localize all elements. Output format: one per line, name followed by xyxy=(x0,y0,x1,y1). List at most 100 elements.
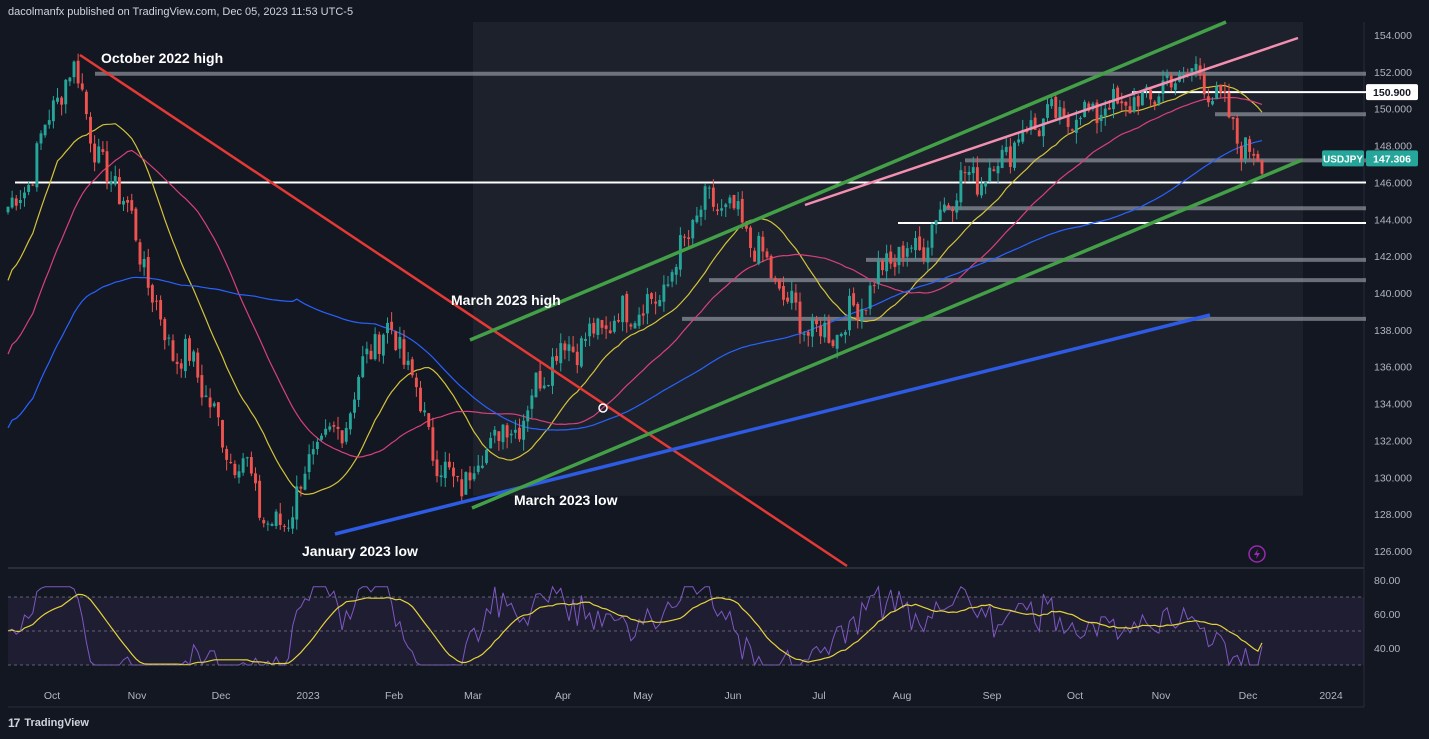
candle[interactable] xyxy=(105,151,109,183)
candle[interactable] xyxy=(1074,119,1078,133)
candle[interactable] xyxy=(237,471,241,478)
candle[interactable] xyxy=(192,351,196,362)
candle[interactable] xyxy=(1050,99,1054,107)
candle[interactable] xyxy=(229,461,233,463)
candle[interactable] xyxy=(291,517,295,529)
candle[interactable] xyxy=(1182,74,1186,76)
candle[interactable] xyxy=(1033,117,1037,130)
candle[interactable] xyxy=(1041,118,1045,137)
candle[interactable] xyxy=(732,194,736,209)
candle[interactable] xyxy=(860,308,864,322)
candle[interactable] xyxy=(1219,84,1223,93)
candle[interactable] xyxy=(612,320,616,332)
candle[interactable] xyxy=(1206,96,1210,103)
candle[interactable] xyxy=(208,397,212,408)
candle[interactable] xyxy=(1145,86,1148,88)
candle[interactable] xyxy=(1157,96,1161,104)
candle[interactable] xyxy=(905,248,909,257)
candle[interactable] xyxy=(460,479,464,497)
candle[interactable] xyxy=(934,220,938,225)
candle[interactable] xyxy=(315,441,319,450)
candle[interactable] xyxy=(390,321,394,330)
candle[interactable] xyxy=(340,430,344,444)
candle[interactable] xyxy=(897,246,901,266)
candle[interactable] xyxy=(988,167,992,182)
channel-lower-line[interactable] xyxy=(471,158,1303,510)
candle[interactable] xyxy=(216,402,220,418)
candle[interactable] xyxy=(447,461,451,468)
candle[interactable] xyxy=(802,333,806,335)
candle[interactable] xyxy=(262,520,266,524)
candle[interactable] xyxy=(39,133,43,144)
candle[interactable] xyxy=(901,245,905,258)
candle[interactable] xyxy=(427,413,431,427)
candle[interactable] xyxy=(893,262,897,267)
candle[interactable] xyxy=(930,224,934,248)
candle[interactable] xyxy=(695,215,699,223)
candle[interactable] xyxy=(1231,117,1235,120)
candle[interactable] xyxy=(922,247,926,261)
candle[interactable] xyxy=(501,424,505,443)
candle[interactable] xyxy=(138,242,142,265)
candle[interactable] xyxy=(1004,146,1008,153)
candle[interactable] xyxy=(332,425,336,427)
candle[interactable] xyxy=(518,427,521,440)
candle[interactable] xyxy=(134,208,138,241)
candle[interactable] xyxy=(596,318,600,335)
candle[interactable] xyxy=(1165,74,1169,78)
candle[interactable] xyxy=(394,331,398,351)
candle[interactable] xyxy=(311,449,315,455)
candle[interactable] xyxy=(691,220,695,239)
candle[interactable] xyxy=(683,236,686,238)
candle[interactable] xyxy=(984,182,988,187)
candle[interactable] xyxy=(674,267,678,275)
candle[interactable] xyxy=(179,363,183,369)
candle[interactable] xyxy=(720,208,724,211)
candle[interactable] xyxy=(225,448,229,460)
candle[interactable] xyxy=(476,465,480,472)
candle[interactable] xyxy=(909,247,913,249)
candle[interactable] xyxy=(1132,97,1136,112)
candle[interactable] xyxy=(175,361,179,364)
candle[interactable] xyxy=(212,403,216,407)
candle[interactable] xyxy=(1202,74,1206,95)
candle[interactable] xyxy=(6,206,10,213)
candle[interactable] xyxy=(361,356,365,378)
candle[interactable] xyxy=(1087,103,1091,111)
candle[interactable] xyxy=(604,325,608,329)
candle[interactable] xyxy=(592,322,596,334)
candle[interactable] xyxy=(1161,80,1165,94)
candle[interactable] xyxy=(171,340,175,361)
candle[interactable] xyxy=(843,332,847,335)
candle[interactable] xyxy=(1107,107,1111,110)
candle[interactable] xyxy=(534,372,538,398)
candle[interactable] xyxy=(1128,106,1132,114)
candle[interactable] xyxy=(806,332,810,336)
candle[interactable] xyxy=(419,387,422,412)
candle[interactable] xyxy=(80,83,84,90)
candle[interactable] xyxy=(1046,104,1049,118)
candle[interactable] xyxy=(716,209,719,212)
downtrend-line[interactable] xyxy=(79,53,848,568)
candle[interactable] xyxy=(1029,120,1033,131)
candle[interactable] xyxy=(369,350,373,360)
candle[interactable] xyxy=(27,184,31,192)
candle[interactable] xyxy=(526,410,530,422)
candle[interactable] xyxy=(666,284,670,286)
candle[interactable] xyxy=(76,60,80,84)
candle[interactable] xyxy=(254,473,257,484)
candle[interactable] xyxy=(579,338,583,367)
candle[interactable] xyxy=(68,77,72,82)
candle[interactable] xyxy=(831,340,835,346)
candle[interactable] xyxy=(617,320,620,322)
candle[interactable] xyxy=(10,197,14,208)
candle[interactable] xyxy=(1099,114,1103,122)
candle[interactable] xyxy=(1000,149,1004,168)
candle[interactable] xyxy=(773,277,777,281)
candle[interactable] xyxy=(687,237,691,239)
candle[interactable] xyxy=(600,320,604,328)
candle[interactable] xyxy=(951,209,955,212)
channel-upper-line[interactable] xyxy=(469,20,1227,342)
candle[interactable] xyxy=(522,420,526,440)
candle[interactable] xyxy=(1103,108,1107,116)
